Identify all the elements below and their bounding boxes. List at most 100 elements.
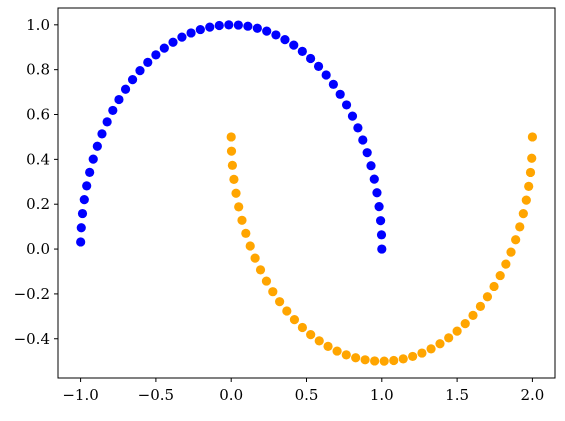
series-1-point (314, 336, 324, 346)
series-0-point (297, 46, 307, 56)
series-1-point (229, 174, 239, 184)
y-tick-label: 0.2 (26, 195, 50, 213)
series-1-point (282, 306, 292, 316)
series-0-point (328, 79, 338, 89)
series-0-point (313, 61, 324, 71)
series-0-point (214, 20, 224, 31)
series-1-point (245, 241, 255, 251)
series-0-point (135, 66, 145, 76)
series-1-point (231, 188, 241, 198)
plot-background (58, 8, 555, 378)
series-1-point (241, 228, 251, 238)
series-0-point (376, 216, 386, 226)
series-1-point (306, 330, 316, 340)
series-1-point (226, 132, 236, 142)
series-1-point (515, 222, 525, 232)
series-1-point (351, 353, 361, 363)
series-1-point (524, 181, 534, 191)
y-tick-label: 0.8 (26, 61, 50, 79)
series-1-point (275, 297, 285, 307)
series-0-point (79, 195, 89, 205)
series-0-point (108, 105, 118, 116)
x-tick-label: −0.5 (138, 386, 174, 404)
series-1-point (527, 153, 537, 163)
series-1-point (370, 356, 380, 366)
series-1-point (255, 265, 266, 275)
series-1-point (237, 215, 247, 225)
series-0-point (321, 70, 331, 80)
x-tick-label: −1.0 (62, 386, 98, 404)
series-1-point (417, 348, 427, 358)
series-1-point (227, 160, 237, 170)
series-0-point (151, 50, 161, 60)
series-0-point (374, 202, 384, 212)
series-0-point (262, 26, 272, 36)
x-tick-label: 2.0 (520, 386, 544, 404)
y-tick-label: 1.0 (26, 16, 50, 34)
series-1-point (398, 354, 408, 364)
series-1-point (506, 247, 516, 257)
y-tick-label: −0.4 (14, 330, 50, 348)
series-1-point (332, 346, 342, 356)
series-0-point (168, 37, 178, 47)
series-0-point (92, 141, 102, 151)
series-1-point (408, 351, 418, 362)
series-1-point (527, 132, 538, 142)
series-0-point (186, 28, 196, 38)
series-1-point (518, 209, 528, 219)
series-0-point (127, 75, 138, 85)
ticks-layer: −1.0 −0.5 0.0 0.5 1.0 1.5 2.0 −0.4 −0.2 0.0 0.2 0.4… (14, 16, 545, 404)
series-1-point (460, 319, 470, 329)
series-0-point (120, 84, 131, 94)
series-1-point (444, 333, 454, 343)
series-1-point (226, 146, 237, 156)
series-0-point (233, 20, 243, 30)
y-tick-label: 0.6 (26, 106, 50, 124)
series-1-point (501, 259, 511, 269)
series-1-point (482, 292, 493, 302)
series-0-point (177, 32, 187, 42)
series-0-point (82, 181, 92, 191)
series-0-point (195, 24, 205, 35)
series-1-point (341, 350, 351, 360)
series-0-point (76, 237, 86, 247)
series-1-point (250, 253, 260, 263)
series-1-point (389, 355, 399, 366)
series-1-point (297, 322, 307, 333)
series-1-point (495, 270, 505, 281)
series-0-point (377, 244, 387, 254)
series-0-point (243, 21, 253, 31)
series-0-point (362, 148, 372, 158)
series-0-point (102, 117, 112, 127)
series-0-point (366, 161, 376, 171)
series-1-point (379, 356, 389, 366)
series-1-point (435, 339, 445, 349)
x-tick-label: 1.0 (370, 386, 394, 404)
series-0-point (369, 174, 379, 184)
points-layer (76, 20, 538, 366)
series-0-point (76, 223, 86, 233)
series-0-point (280, 35, 290, 45)
series-1-point (289, 315, 300, 325)
series-0-point (335, 89, 345, 99)
series-0-point (252, 23, 262, 33)
series-1-point (511, 235, 521, 245)
series-0-point (85, 167, 95, 177)
series-1-point (234, 202, 244, 212)
series-0-point (347, 111, 358, 121)
series-0-point (205, 22, 215, 32)
series-0-point (114, 94, 124, 105)
y-tick-label: 0.0 (26, 240, 50, 258)
x-tick-label: 0.0 (219, 386, 243, 404)
y-tick-label: −0.2 (14, 285, 50, 303)
series-1-point (489, 281, 499, 292)
series-0-point (97, 129, 107, 139)
series-0-point (372, 188, 382, 198)
series-0-point (353, 123, 363, 133)
series-1-point (360, 355, 370, 365)
series-0-point (143, 57, 153, 67)
series-1-point (261, 276, 272, 286)
series-1-point (323, 341, 333, 351)
